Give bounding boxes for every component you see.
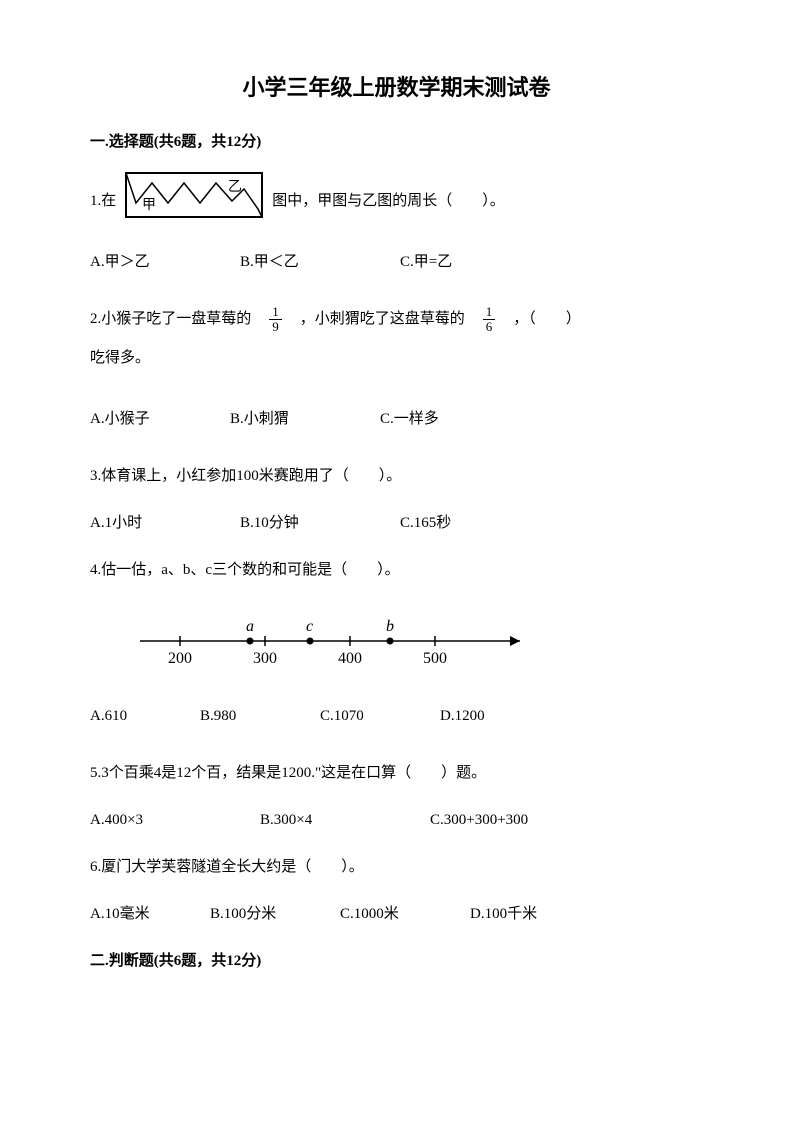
q5-opts-c: C.300+300+300 xyxy=(430,804,590,837)
q1-opts-c: C.甲=乙 xyxy=(400,246,520,279)
question-1: 1.在 甲乙 图中，甲图与乙图的周长（ ）。 xyxy=(90,171,703,232)
q5-options: A.400×3B.300×4C.300+300+300 xyxy=(90,804,703,837)
q1-suffix: 图中，甲图与乙图的周长（ ）。 xyxy=(272,185,505,218)
q3-options: A.1小时B.10分钟C.165秒 xyxy=(90,507,703,540)
q4-opts-b: B.980 xyxy=(200,700,320,733)
q5-opts-a: A.400×3 xyxy=(90,804,260,837)
q1-prefix: 1.在 xyxy=(90,185,116,218)
q4-opts-a: A.610 xyxy=(90,700,200,733)
q4-options: A.610B.980C.1070D.1200 xyxy=(90,700,703,733)
question-4: 4.估一估，a、b、c三个数的和可能是（ ）。 xyxy=(90,554,703,587)
q6-opts-a: A.10毫米 xyxy=(90,898,210,931)
page-title: 小学三年级上册数学期末测试卷 xyxy=(90,70,703,102)
q4-numberline: 200 300 400 500 a c b xyxy=(120,607,703,672)
question-6: 6.厦门大学芙蓉隧道全长大约是（ ）。 xyxy=(90,851,703,884)
question-2: 2.小猴子吃了一盘草莓的 1 9 ，小刺猬吃了这盘草莓的 1 6 ，（ ） 吃得… xyxy=(90,303,703,375)
q2-opts-b: B.小刺猬 xyxy=(230,403,380,436)
q1-opts-a: A.甲＞乙 xyxy=(90,246,240,279)
q2-text-c: ，（ ） xyxy=(513,303,581,336)
q2-opts-a: A.小猴子 xyxy=(90,403,230,436)
q1-options: A.甲＞乙B.甲＜乙C.甲=乙 xyxy=(90,246,703,279)
svg-text:400: 400 xyxy=(338,650,362,667)
q6-opts-d: D.100千米 xyxy=(470,898,580,931)
q5-opts-b: B.300×4 xyxy=(260,804,430,837)
question-3: 3.体育课上，小红参加100米赛跑用了（ ）。 xyxy=(90,460,703,493)
question-5: 5.3个百乘4是12个百，结果是1200."这是在口算（ ）题。 xyxy=(90,757,703,790)
q2-text-d: 吃得多。 xyxy=(90,342,703,375)
svg-text:甲: 甲 xyxy=(142,198,156,213)
q6-options: A.10毫米B.100分米C.1000米D.100千米 xyxy=(90,898,703,931)
svg-text:500: 500 xyxy=(423,650,447,667)
q1-opts-b: B.甲＜乙 xyxy=(240,246,400,279)
q4-opts-c: C.1070 xyxy=(320,700,440,733)
section2-header: 二.判断题(共6题，共12分) xyxy=(90,949,703,970)
q2-text-b: ，小刺猬吃了这盘草莓的 xyxy=(300,303,465,336)
section1-header: 一.选择题(共6题，共12分) xyxy=(90,130,703,151)
q6-opts-c: C.1000米 xyxy=(340,898,470,931)
q2-options: A.小猴子B.小刺猬C.一样多 xyxy=(90,403,703,436)
svg-text:a: a xyxy=(246,618,254,635)
q3-opts-b: B.10分钟 xyxy=(240,507,400,540)
q1-figure: 甲乙 xyxy=(124,171,264,232)
q2-opts-c: C.一样多 xyxy=(380,403,500,436)
q3-opts-a: A.1小时 xyxy=(90,507,240,540)
svg-text:200: 200 xyxy=(168,650,192,667)
q6-opts-b: B.100分米 xyxy=(210,898,340,931)
q4-opts-d: D.1200 xyxy=(440,700,540,733)
q2-text-a: 2.小猴子吃了一盘草莓的 xyxy=(90,303,251,336)
svg-text:b: b xyxy=(386,618,394,635)
q2-fraction-2: 1 6 xyxy=(483,305,496,335)
svg-text:300: 300 xyxy=(253,650,277,667)
svg-text:乙: 乙 xyxy=(228,179,242,195)
svg-text:c: c xyxy=(306,618,313,635)
q3-opts-c: C.165秒 xyxy=(400,507,520,540)
q2-fraction-1: 1 9 xyxy=(269,305,282,335)
